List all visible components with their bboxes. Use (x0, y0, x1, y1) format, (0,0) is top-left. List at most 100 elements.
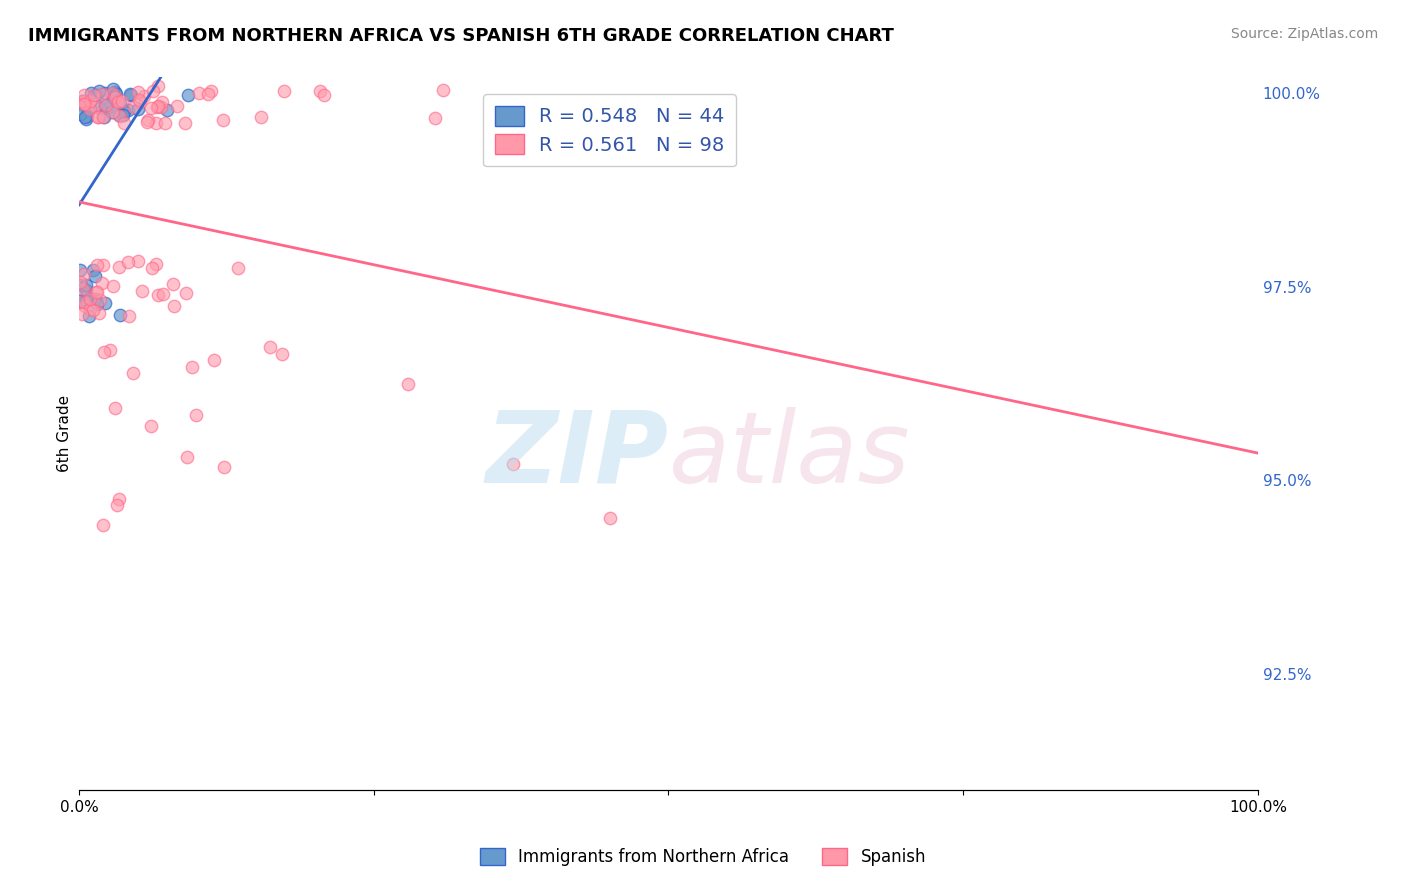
Point (141, 261, 163, 276)
Point (271, 346, 294, 360)
Point (83, 87, 105, 102)
Point (82, 262, 104, 277)
Point (117, 103, 139, 117)
Point (146, 100, 169, 114)
Point (94, 98, 117, 112)
Point (72, 94, 94, 108)
Point (108, 260, 131, 275)
Point (73, 110, 96, 124)
Point (127, 102, 149, 116)
Point (425, 111, 447, 125)
Point (112, 103, 135, 118)
Point (117, 255, 139, 269)
Text: atlas: atlas (668, 407, 910, 503)
Point (100, 105, 122, 120)
Point (127, 253, 149, 268)
Point (184, 409, 207, 423)
Point (79, 302, 101, 317)
Text: Source: ZipAtlas.com: Source: ZipAtlas.com (1230, 27, 1378, 41)
Point (108, 96, 131, 111)
Point (73, 299, 96, 313)
Point (76, 288, 98, 302)
Point (75, 278, 97, 293)
Point (122, 100, 145, 114)
Point (84, 285, 107, 300)
Point (93, 110, 115, 124)
Point (75, 95, 97, 110)
Point (104, 85, 127, 99)
Point (105, 87, 128, 102)
Point (118, 309, 141, 323)
Point (212, 459, 235, 474)
Point (131, 284, 153, 298)
Point (89, 293, 111, 308)
Point (76, 110, 98, 124)
Point (166, 99, 188, 113)
Point (132, 89, 155, 103)
Point (79, 94, 101, 108)
Point (146, 99, 169, 113)
Point (93, 344, 115, 359)
Point (72, 282, 94, 296)
Point (91, 87, 114, 101)
Point (83, 269, 105, 284)
Point (75, 112, 97, 126)
Point (202, 352, 225, 367)
Point (152, 287, 174, 301)
Point (101, 89, 124, 103)
Point (273, 85, 295, 99)
Point (96, 101, 118, 115)
Point (72, 94, 94, 108)
Point (120, 88, 142, 103)
Point (73, 267, 96, 281)
Point (200, 84, 222, 98)
Point (86, 111, 108, 125)
Point (79, 292, 101, 306)
Point (128, 93, 150, 107)
Point (150, 95, 173, 109)
Point (110, 308, 132, 322)
Point (69, 275, 91, 289)
Legend: Immigrants from Northern Africa, Spanish: Immigrants from Northern Africa, Spanish (471, 840, 935, 875)
Point (127, 85, 149, 99)
Point (69, 277, 91, 292)
Point (228, 261, 250, 276)
Point (136, 112, 159, 127)
Point (75, 283, 97, 297)
Point (82, 302, 104, 317)
Point (502, 457, 524, 471)
Point (91, 276, 114, 290)
Point (259, 340, 281, 354)
Point (112, 116, 135, 130)
Point (111, 94, 134, 108)
Point (70, 307, 93, 321)
Point (107, 108, 129, 122)
Point (80, 86, 103, 100)
Point (163, 299, 186, 313)
Point (93, 87, 115, 101)
Point (309, 84, 332, 98)
Point (176, 450, 198, 465)
Point (108, 109, 131, 123)
Point (86, 259, 108, 273)
Point (91, 258, 114, 272)
Y-axis label: 6th Grade: 6th Grade (58, 395, 72, 472)
Point (107, 95, 129, 109)
Point (118, 87, 141, 102)
Point (73, 97, 96, 112)
Point (112, 108, 135, 122)
Point (122, 366, 145, 380)
Point (197, 87, 219, 101)
Point (73, 88, 96, 103)
Point (93, 99, 115, 113)
Point (69, 107, 91, 121)
Point (77, 309, 100, 323)
Point (77, 103, 100, 118)
Point (104, 90, 127, 104)
Point (98, 343, 121, 357)
Point (87, 306, 110, 320)
Point (156, 103, 179, 117)
Point (101, 87, 124, 101)
Point (84, 99, 107, 113)
Point (69, 96, 91, 111)
